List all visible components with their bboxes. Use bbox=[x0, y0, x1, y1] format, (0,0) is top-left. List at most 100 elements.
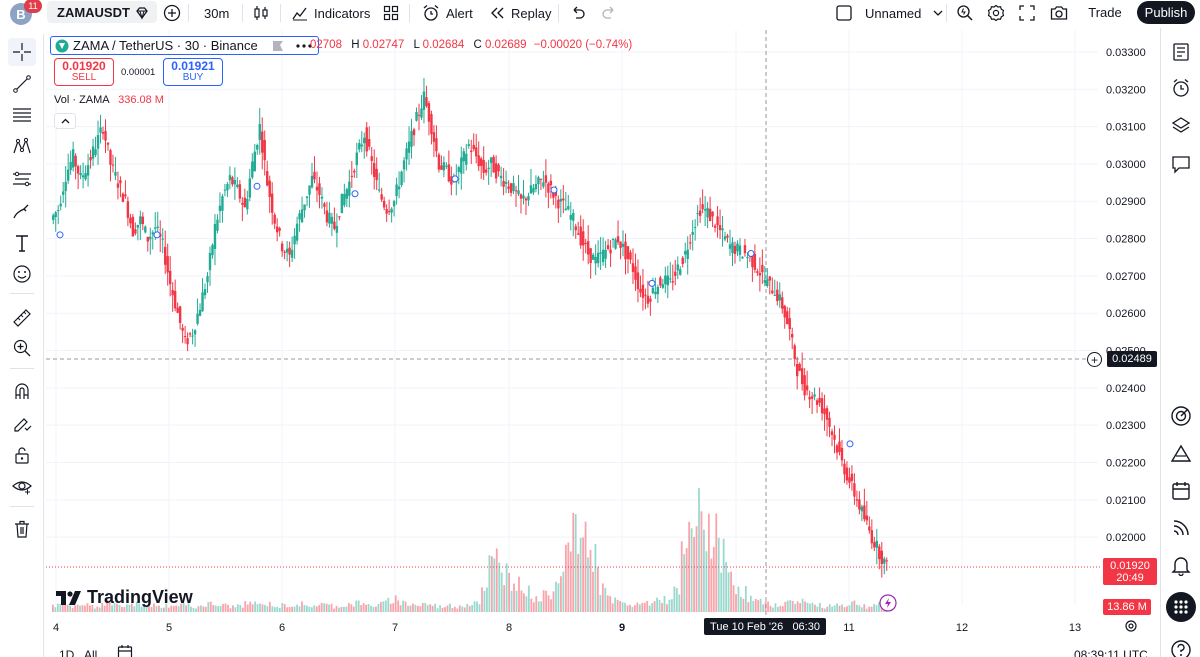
add-alert-plus-icon[interactable]: + bbox=[1087, 352, 1102, 367]
layout-square-icon[interactable] bbox=[836, 0, 852, 26]
candle-body bbox=[778, 294, 781, 301]
lock-icon[interactable] bbox=[8, 441, 36, 469]
help-question-icon[interactable] bbox=[1167, 636, 1195, 657]
trend-line-tool-icon[interactable] bbox=[8, 70, 36, 98]
zoom-in-icon[interactable] bbox=[8, 334, 36, 362]
chart-pane[interactable]: 0.03300 0.03200 0.03100 0.03000 0.02900 0.028… bbox=[46, 30, 1158, 640]
redo-icon[interactable] bbox=[601, 0, 617, 26]
forecasting-tool-icon[interactable] bbox=[8, 165, 36, 193]
layers-icon[interactable] bbox=[1167, 112, 1195, 140]
date-range-calendar-icon[interactable] bbox=[117, 644, 133, 657]
utc-clock[interactable]: 08:39:11 UTC bbox=[1074, 648, 1148, 657]
candle-body bbox=[870, 530, 874, 544]
target-icon[interactable] bbox=[1167, 402, 1195, 430]
candle-body bbox=[733, 245, 737, 254]
volume-bar bbox=[313, 605, 316, 612]
logo-text: TradingView bbox=[87, 587, 193, 607]
candle-body bbox=[417, 114, 421, 116]
candles-chart-type-icon[interactable] bbox=[253, 0, 269, 26]
candle-body bbox=[641, 284, 645, 298]
text-tool-icon[interactable] bbox=[8, 229, 36, 257]
volume-bar bbox=[323, 603, 326, 612]
price-tick-label: 0.02000 bbox=[1106, 532, 1146, 544]
range-all-button[interactable]: All bbox=[84, 648, 98, 657]
trade-button[interactable]: Trade bbox=[1088, 5, 1122, 20]
volume-bar bbox=[594, 544, 597, 612]
candle-body bbox=[738, 245, 742, 255]
candle-body bbox=[664, 275, 667, 285]
buy-button[interactable]: 0.01921 BUY bbox=[163, 58, 223, 86]
volume-legend[interactable]: Vol · ZAMA 336.08 M bbox=[54, 94, 164, 106]
indicators-button[interactable]: Indicators bbox=[292, 0, 370, 26]
notifications-bell-icon[interactable] bbox=[1167, 551, 1195, 579]
symbol-search-button[interactable]: ZAMAUSDT bbox=[47, 1, 157, 23]
more-options-icon[interactable] bbox=[296, 43, 312, 48]
candle-body bbox=[375, 168, 378, 181]
fullscreen-icon[interactable] bbox=[1019, 0, 1035, 26]
add-symbol-icon[interactable] bbox=[163, 0, 181, 26]
volume-bar bbox=[377, 604, 380, 612]
chart-canvas[interactable]: 0.03300 0.03200 0.03100 0.03000 0.02900 0.028… bbox=[46, 30, 1158, 640]
stay-in-drawing-mode-icon[interactable] bbox=[8, 409, 36, 437]
alert-button[interactable]: Alert bbox=[422, 0, 473, 26]
layout-name-button[interactable]: Unnamed bbox=[865, 0, 943, 26]
symbol-legend[interactable]: ZAMA / TetherUS · 30 · Binance bbox=[50, 36, 319, 55]
pattern-tool-icon[interactable] bbox=[8, 133, 36, 161]
magnet-icon[interactable] bbox=[8, 377, 36, 405]
zama-logo-icon bbox=[55, 39, 69, 53]
emoji-tool-icon[interactable] bbox=[8, 260, 36, 288]
alerts-clock-icon[interactable] bbox=[1167, 74, 1195, 102]
candle-body bbox=[116, 183, 120, 188]
replay-button[interactable]: Replay bbox=[489, 0, 551, 26]
ruler-measure-icon[interactable] bbox=[8, 304, 36, 332]
candle-body bbox=[450, 176, 453, 185]
diamond-icon[interactable] bbox=[134, 0, 150, 26]
volume-bar bbox=[219, 606, 222, 612]
tradingview-logo[interactable]: TradingView bbox=[56, 587, 193, 608]
volume-bar bbox=[651, 603, 654, 612]
streams-signal-icon[interactable] bbox=[1167, 514, 1195, 542]
candle-body bbox=[666, 275, 670, 286]
collapse-legend-button[interactable] bbox=[54, 113, 76, 129]
flag-icon[interactable] bbox=[272, 40, 284, 52]
undo-icon[interactable] bbox=[570, 0, 586, 26]
trash-icon[interactable] bbox=[8, 515, 36, 543]
volume-bar bbox=[419, 606, 422, 612]
interval-button[interactable]: 30m bbox=[204, 5, 230, 21]
volume-bar bbox=[160, 607, 163, 612]
quick-search-icon[interactable] bbox=[956, 0, 974, 26]
low-label: L bbox=[413, 39, 420, 51]
publish-button[interactable]: Publish bbox=[1137, 1, 1195, 24]
candle-body bbox=[59, 203, 62, 207]
volume-bar bbox=[542, 590, 545, 612]
eye-visibility-icon[interactable] bbox=[8, 472, 36, 500]
watchlist-icon[interactable] bbox=[1167, 38, 1195, 66]
volume-bar bbox=[128, 604, 131, 612]
lightning-event-icon bbox=[879, 594, 897, 612]
apps-menu-icon[interactable] bbox=[1166, 592, 1196, 622]
ideas-triangle-icon[interactable] bbox=[1167, 440, 1195, 468]
brush-tool-icon[interactable] bbox=[8, 197, 36, 225]
calendar-icon[interactable] bbox=[1167, 477, 1195, 505]
candle-body bbox=[808, 396, 811, 400]
candle-body bbox=[206, 275, 209, 283]
settings-gear-icon[interactable] bbox=[987, 0, 1005, 26]
fib-retracement-tool-icon[interactable] bbox=[8, 101, 36, 129]
templates-grid-icon[interactable] bbox=[383, 0, 399, 26]
volume-bar bbox=[601, 583, 604, 612]
range-1d-button[interactable]: 1D bbox=[59, 648, 75, 657]
camera-snapshot-icon[interactable] bbox=[1050, 0, 1068, 26]
candle-body bbox=[489, 157, 493, 163]
candle-body bbox=[465, 153, 468, 165]
volume-bar bbox=[478, 604, 481, 612]
volume-bar bbox=[458, 605, 461, 612]
volume-bar bbox=[811, 602, 814, 612]
volume-bar bbox=[833, 605, 836, 612]
volume-bar bbox=[81, 605, 84, 612]
crosshair-tool-icon[interactable] bbox=[8, 38, 36, 66]
sell-button[interactable]: 0.01920 SELL bbox=[54, 58, 114, 86]
candle-body bbox=[589, 248, 592, 263]
volume-bar bbox=[123, 607, 126, 612]
price-tick-label: 0.02900 bbox=[1106, 196, 1146, 208]
chat-bubble-icon[interactable] bbox=[1167, 150, 1195, 178]
